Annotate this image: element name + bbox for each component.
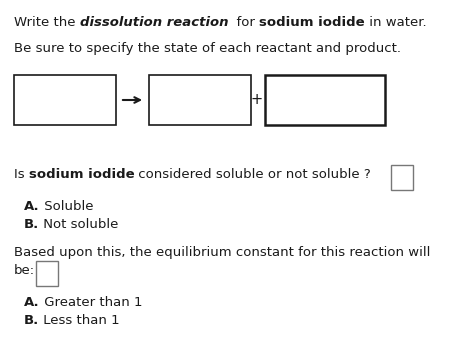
Bar bbox=[14, 75, 116, 125]
Text: A.: A. bbox=[24, 296, 40, 309]
Text: Write the: Write the bbox=[14, 16, 80, 29]
Text: be:: be: bbox=[14, 264, 35, 277]
Text: B.: B. bbox=[24, 218, 39, 231]
Bar bbox=[265, 75, 385, 125]
Text: in water.: in water. bbox=[365, 16, 427, 29]
Text: dissolution reaction: dissolution reaction bbox=[80, 16, 228, 29]
Text: Is: Is bbox=[14, 168, 29, 181]
Text: considered soluble or not soluble ?: considered soluble or not soluble ? bbox=[135, 168, 371, 181]
Text: sodium iodide: sodium iodide bbox=[29, 168, 135, 181]
Text: Less than 1: Less than 1 bbox=[39, 314, 120, 327]
Text: B.: B. bbox=[24, 314, 39, 327]
Text: Not soluble: Not soluble bbox=[39, 218, 118, 231]
Text: A.: A. bbox=[24, 200, 40, 213]
Text: for: for bbox=[228, 16, 259, 29]
Bar bbox=[149, 75, 251, 125]
Text: Greater than 1: Greater than 1 bbox=[40, 296, 142, 309]
Text: Based upon this, the equilibrium constant for this reaction will: Based upon this, the equilibrium constan… bbox=[14, 246, 430, 259]
Text: Soluble: Soluble bbox=[40, 200, 93, 213]
Text: sodium iodide: sodium iodide bbox=[259, 16, 365, 29]
Text: Be sure to specify the state of each reactant and product.: Be sure to specify the state of each rea… bbox=[14, 42, 401, 55]
Bar bbox=[391, 165, 413, 190]
Text: +: + bbox=[251, 93, 263, 108]
Bar bbox=[36, 261, 58, 286]
